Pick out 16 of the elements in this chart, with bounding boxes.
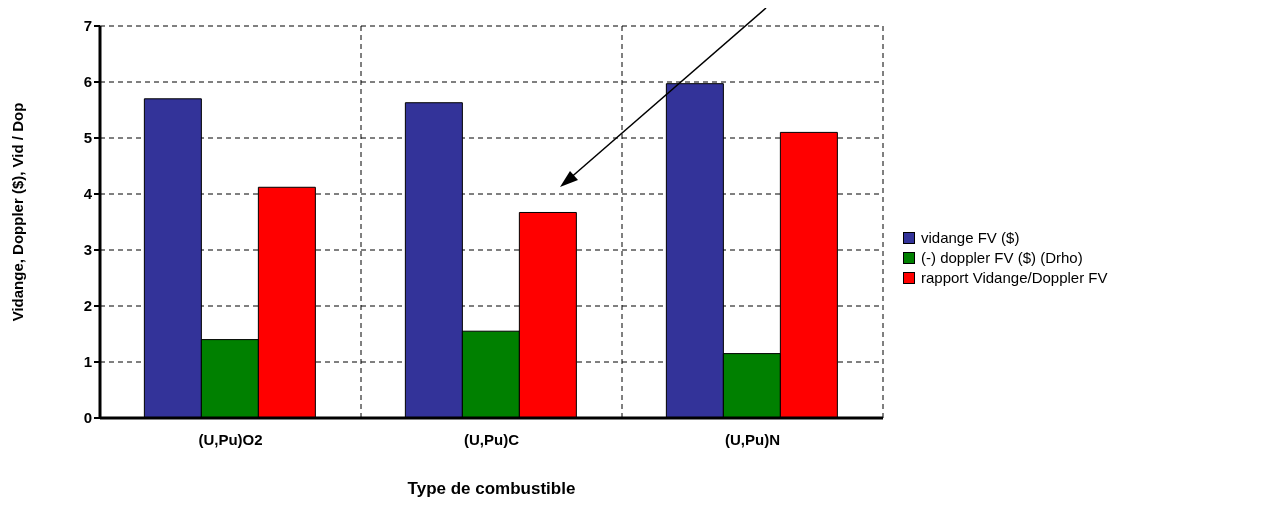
y-tick-label: 3: [83, 241, 92, 259]
legend-label: vidange FV ($): [921, 228, 1020, 248]
y-tick-label: 1: [83, 353, 92, 371]
y-tick-label: 7: [83, 17, 92, 35]
x-tick-label: (U,Pu)C: [464, 430, 520, 448]
y-tick-label: 5: [83, 129, 92, 147]
y-tick-label: 0: [83, 409, 92, 427]
legend-label: rapport Vidange/Doppler FV: [921, 268, 1108, 288]
x-axis-title: Type de combustible: [407, 479, 576, 498]
x-tick-label: (U,Pu)O2: [198, 430, 263, 448]
y-tick-label: 4: [83, 185, 93, 203]
x-tick-label: (U,Pu)N: [725, 430, 780, 448]
y-axis-title: Vidange, Doppler ($), Vid / Dop: [9, 102, 27, 322]
y-tick-label: 6: [83, 73, 92, 91]
legend-label: (-) doppler FV ($) (Drho): [921, 248, 1083, 268]
y-tick-label: 2: [83, 297, 92, 315]
